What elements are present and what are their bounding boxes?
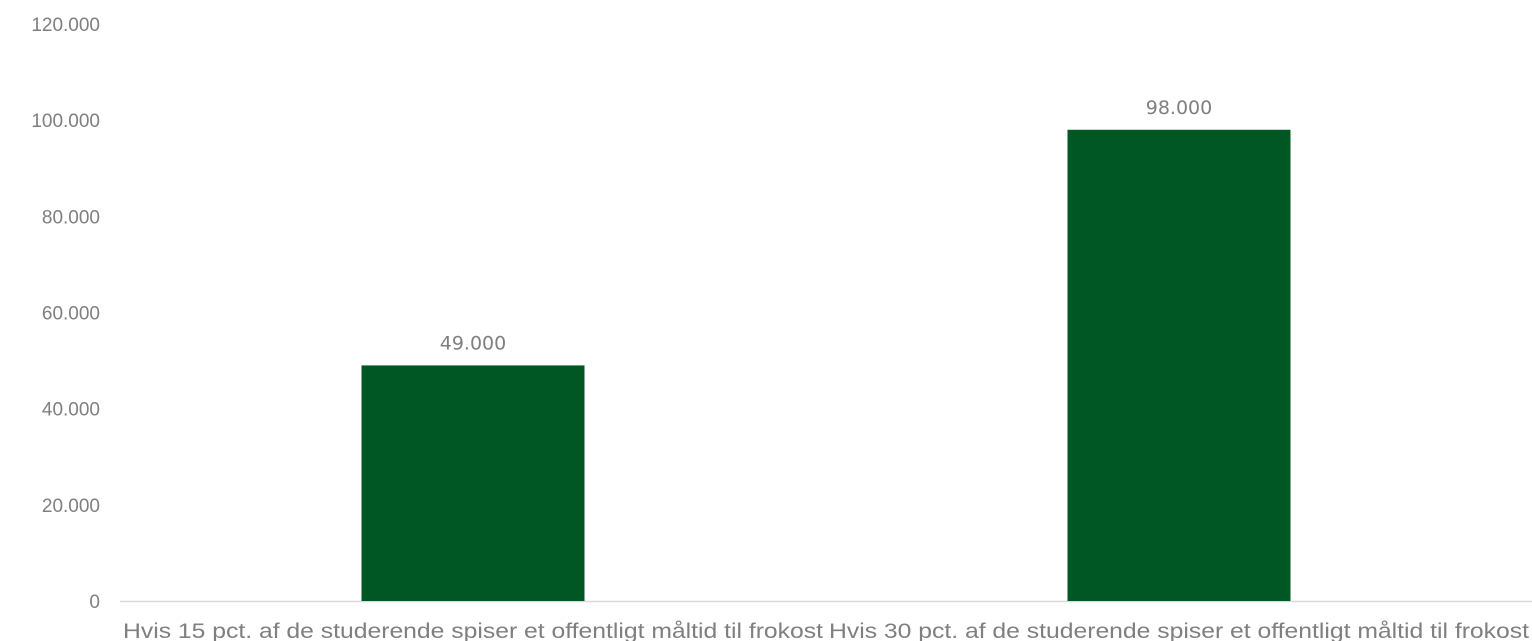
bar <box>361 365 585 601</box>
y-tick-label: 40.000 <box>42 400 100 421</box>
data-label: 49.000 <box>440 332 506 354</box>
x-tick-label: Hvis 30 pct. af de studerende spiser et … <box>829 620 1529 641</box>
y-tick-label: 80.000 <box>42 207 100 228</box>
x-axis-labels: Hvis 15 pct. af de studerende spiser et … <box>123 620 1529 641</box>
y-tick-label: 0 <box>89 592 100 613</box>
bar <box>1067 129 1291 602</box>
y-tick-label: 100.000 <box>31 111 100 132</box>
x-tick-label: Hvis 15 pct. af de studerende spiser et … <box>123 620 823 641</box>
y-tick-label: 120.000 <box>31 15 100 36</box>
y-tick-label: 60.000 <box>42 304 100 325</box>
y-axis-ticks: 0 20.000 40.000 60.000 80.000 100.000 120.000 <box>31 15 100 613</box>
data-label: 98.000 <box>1146 97 1212 119</box>
y-tick-label: 20.000 <box>42 496 100 517</box>
bars <box>361 129 1291 602</box>
data-labels: 49.000 98.000 <box>440 97 1212 355</box>
